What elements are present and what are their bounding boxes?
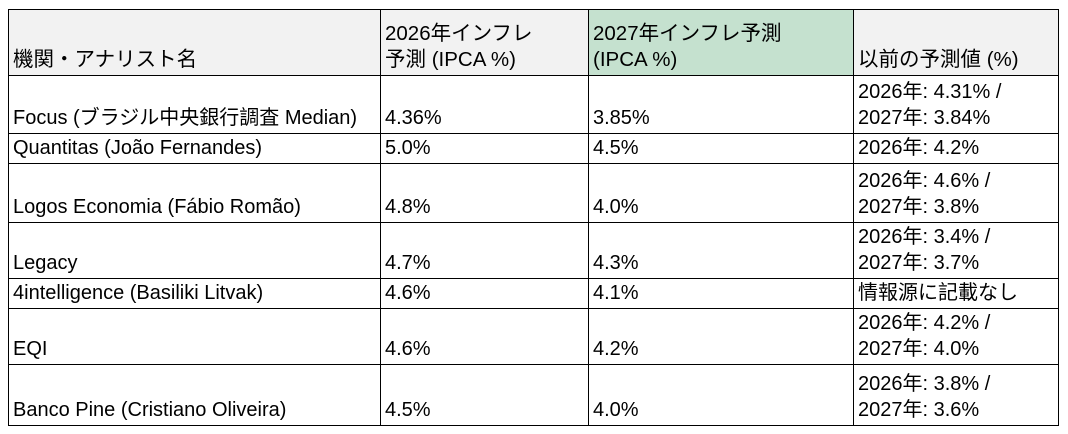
institution-cell: Quantitas (João Fernandes) — [8, 133, 381, 164]
forecast-2027-cell: 3.85% — [588, 75, 854, 134]
forecast-2026-cell: 4.6% — [380, 278, 589, 309]
institution-cell: Logos Economia (Fábio Romão) — [8, 163, 381, 223]
previous-forecast-cell: 情報源に記載なし — [853, 278, 1059, 309]
col-header-previous-label: 以前の予測値 (%) — [858, 48, 1019, 71]
previous-forecast-cell: 2026年: 4.31% / 2027年: 3.84% — [853, 75, 1059, 134]
col-header-institution-label: 機関・アナリスト名 — [13, 48, 198, 71]
table-row: EQI 4.6% 4.2% 2026年: 4.2% / 2027年: 4.0% — [8, 308, 1059, 365]
col-header-previous: 以前の予測値 (%) — [853, 9, 1059, 76]
col-header-2026-forecast-label: 2026年インフレ 予測 (IPCA %) — [385, 22, 533, 71]
col-header-2027-forecast-highlighted: 2027年インフレ予測 (IPCA %) — [588, 9, 854, 76]
forecast-2026-cell: 4.7% — [380, 222, 589, 279]
col-header-2026-forecast: 2026年インフレ 予測 (IPCA %) — [380, 9, 589, 76]
forecast-2027-cell: 4.2% — [588, 308, 854, 365]
table-row: Banco Pine (Cristiano Oliveira) 4.5% 4.0… — [8, 364, 1059, 426]
forecast-2026-cell: 4.8% — [380, 163, 589, 223]
institution-cell: EQI — [8, 308, 381, 365]
forecast-2026-cell: 4.6% — [380, 308, 589, 365]
previous-forecast-cell: 2026年: 3.8% / 2027年: 3.6% — [853, 364, 1059, 426]
institution-cell: Legacy — [8, 222, 381, 279]
table-row: Logos Economia (Fábio Romão) 4.8% 4.0% 2… — [8, 163, 1059, 223]
previous-forecast-cell: 2026年: 3.4% / 2027年: 3.7% — [853, 222, 1059, 279]
institution-cell: 4intelligence (Basiliki Litvak) — [8, 278, 381, 309]
forecast-table: 機関・アナリスト名 2026年インフレ 予測 (IPCA %) 2027年インフ… — [8, 9, 1059, 426]
previous-forecast-cell: 2026年: 4.6% / 2027年: 3.8% — [853, 163, 1059, 223]
forecast-2027-cell: 4.3% — [588, 222, 854, 279]
institution-cell: Banco Pine (Cristiano Oliveira) — [8, 364, 381, 426]
header-row: 機関・アナリスト名 2026年インフレ 予測 (IPCA %) 2027年インフ… — [8, 9, 1059, 76]
table-row: Quantitas (João Fernandes) 5.0% 4.5% 202… — [8, 133, 1059, 164]
table-row: 4intelligence (Basiliki Litvak) 4.6% 4.1… — [8, 278, 1059, 309]
previous-forecast-cell: 2026年: 4.2% — [853, 133, 1059, 164]
table-row: Focus (ブラジル中央銀行調査 Median) 4.36% 3.85% 20… — [8, 75, 1059, 134]
previous-forecast-cell: 2026年: 4.2% / 2027年: 4.0% — [853, 308, 1059, 365]
forecast-2026-cell: 4.5% — [380, 364, 589, 426]
institution-cell: Focus (ブラジル中央銀行調査 Median) — [8, 75, 381, 134]
forecast-2027-cell: 4.1% — [588, 278, 854, 309]
forecast-2026-cell: 4.36% — [380, 75, 589, 134]
table-row: Legacy 4.7% 4.3% 2026年: 3.4% / 2027年: 3.… — [8, 222, 1059, 279]
forecast-2026-cell: 5.0% — [380, 133, 589, 164]
col-header-institution: 機関・アナリスト名 — [8, 9, 381, 76]
col-header-2027-forecast-label: 2027年インフレ予測 (IPCA %) — [593, 22, 782, 71]
page: 機関・アナリスト名 2026年インフレ 予測 (IPCA %) 2027年インフ… — [0, 9, 1068, 434]
forecast-2027-cell: 4.5% — [588, 133, 854, 164]
forecast-2027-cell: 4.0% — [588, 364, 854, 426]
forecast-2027-cell: 4.0% — [588, 163, 854, 223]
